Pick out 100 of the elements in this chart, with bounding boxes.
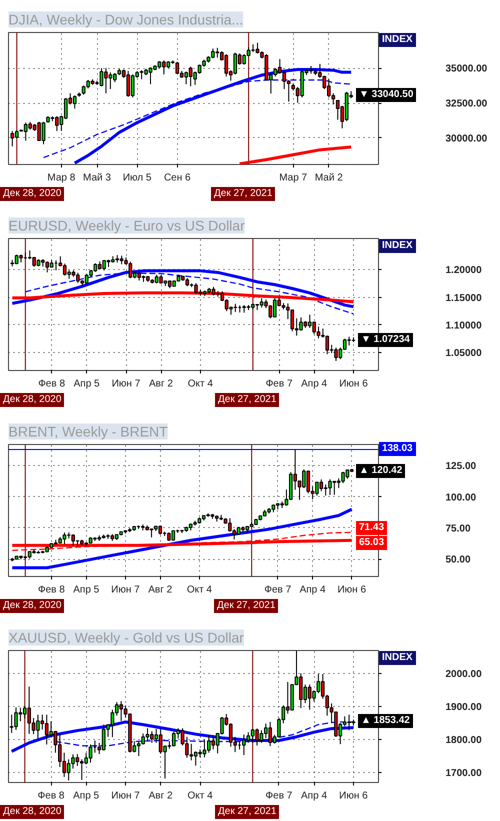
- candlestick: [268, 721, 272, 747]
- x-tick-label: Июн 6: [337, 584, 366, 596]
- y-tick-label: 1.05000: [446, 348, 482, 360]
- y-tick-label: 1900.00: [446, 702, 482, 713]
- candlestick: [14, 706, 18, 730]
- candlestick: [308, 314, 312, 328]
- candlestick: [233, 52, 238, 75]
- x-tick-label: Июн 6: [339, 790, 368, 802]
- data-label: 65.03: [356, 536, 388, 550]
- x-tick-label: Апр 4: [301, 790, 328, 802]
- line-series: [10, 508, 354, 570]
- x-tick-label: Окт 4: [187, 790, 214, 802]
- chart-title: BRENT, Weekly - BRENT: [8, 424, 168, 440]
- x-tick-label: Апр 5: [73, 584, 100, 596]
- candlestick: [328, 478, 332, 496]
- x-tick-label: Июн 7: [112, 378, 141, 390]
- y-tick-label: 30000.00: [446, 133, 488, 144]
- chart-title: DJIA, Weekly - Dow Jones Industria...: [8, 12, 244, 28]
- y-tick-label: 2000.00: [446, 668, 482, 680]
- x-tick-label: Мар 7: [279, 172, 308, 184]
- candlestick: [326, 78, 331, 98]
- candlestick: [334, 347, 338, 362]
- candlestick: [306, 470, 310, 494]
- candlestick: [136, 740, 141, 757]
- candlestick: [202, 738, 206, 758]
- candlestick: [10, 130, 14, 147]
- x-tick-label: Авг 2: [149, 378, 174, 390]
- x-tick-label: Июн 6: [339, 378, 368, 390]
- y-tick-label: 1.15000: [446, 292, 482, 304]
- candlestick: [184, 71, 188, 85]
- candlestick: [44, 714, 49, 745]
- x-tick-label: Фев 7: [266, 378, 293, 390]
- x-tick-label: Май 2: [314, 172, 344, 184]
- candlestick: [290, 309, 294, 332]
- y-tick-label: 125.00: [446, 461, 477, 472]
- candlestick: [282, 71, 286, 90]
- x-tick-label: Июн 7: [111, 584, 140, 596]
- candlestick: [130, 74, 135, 98]
- x-tick-label: Фев 8: [38, 790, 65, 802]
- x-tick-label: Фев 8: [38, 584, 66, 596]
- candlestick: [211, 734, 216, 750]
- y-tick-label: 1700.00: [446, 768, 482, 780]
- candlestick: [194, 282, 198, 294]
- data-label: 71.43: [356, 521, 388, 535]
- ref-line-label: Дек 27, 2021: [215, 393, 280, 407]
- candlestick: [242, 734, 246, 756]
- text: INDEX: [379, 651, 416, 665]
- annotation: ▲ 1853.42: [358, 714, 413, 728]
- ref-line-label: Дек 27, 2021: [211, 187, 276, 201]
- candlestick: [194, 750, 198, 766]
- candlestick: [264, 723, 268, 739]
- ref-line-label: 138.03: [379, 442, 416, 456]
- x-tick-label: Окт 4: [186, 584, 212, 596]
- candlestick: [22, 706, 27, 720]
- text: INDEX: [379, 33, 416, 47]
- y-tick-label: 1800.00: [446, 734, 482, 746]
- x-tick-label: Апр 5: [74, 378, 100, 390]
- x-tick-label: Май 3: [83, 172, 112, 184]
- ref-line-label: Дек 27, 2021: [214, 599, 278, 613]
- candlestick: [171, 530, 176, 541]
- chart-title: EURUSD, Weekly - Euro vs US Dollar: [8, 218, 246, 234]
- ref-line-label: Дек 28, 2020: [0, 393, 64, 407]
- candlestick: [62, 532, 66, 545]
- candlestick: [175, 61, 180, 74]
- candlestick: [336, 100, 340, 120]
- x-tick-label: Сен 6: [164, 172, 192, 184]
- candlestick: [325, 335, 330, 355]
- y-tick-label: 50.00: [446, 554, 471, 566]
- x-tick-label: Фев 7: [264, 584, 292, 596]
- line-series: [10, 291, 355, 304]
- x-tick-label: Июн 7: [111, 790, 140, 802]
- y-tick-label: 75.00: [446, 523, 471, 534]
- x-tick-label: Авг 2: [148, 790, 174, 802]
- line-series: [12, 532, 352, 551]
- x-tick-label: Окт 4: [188, 378, 214, 390]
- x-tick-label: Авг 2: [148, 584, 173, 596]
- annotation: ▼ 33040.50: [356, 88, 416, 102]
- candlestick: [24, 122, 28, 142]
- y-tick-label: 35000.00: [446, 64, 488, 75]
- annotation: ▲ 120.42: [356, 464, 406, 478]
- x-tick-label: Фев 7: [266, 790, 293, 802]
- text: INDEX: [379, 239, 416, 253]
- y-tick-label: 32500.00: [446, 98, 488, 110]
- y-tick-label: 1.20000: [446, 265, 482, 276]
- candlestick: [146, 728, 150, 742]
- candlestick: [319, 478, 324, 492]
- candlestick: [255, 728, 259, 746]
- ref-line-label: Дек 28, 2020: [0, 805, 64, 819]
- chart-title: XAUUSD, Weekly - Gold vs US Dollar: [8, 630, 244, 646]
- y-tick-label: 100.00: [446, 492, 477, 504]
- x-tick-label: Апр 5: [73, 790, 100, 802]
- candlestick: [62, 263, 67, 276]
- ref-line-label: Дек 27, 2021: [215, 805, 280, 819]
- x-tick-label: Апр 4: [300, 584, 326, 596]
- annotation: ▼ 1.07234: [358, 333, 413, 347]
- candlestick: [72, 94, 77, 110]
- ref-line-label: Дек 28, 2020: [0, 187, 64, 201]
- candlestick: [71, 754, 75, 770]
- candlestick: [88, 744, 92, 764]
- y-tick-label: 1.10000: [446, 320, 482, 332]
